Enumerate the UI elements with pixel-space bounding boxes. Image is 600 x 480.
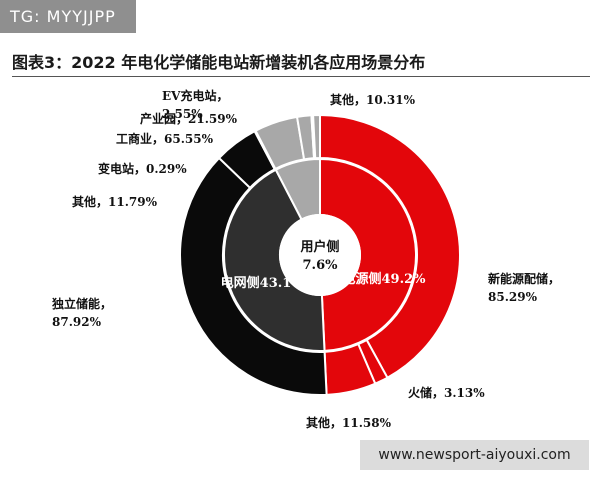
watermark-badge: TG: MYYJJPP [0, 0, 136, 33]
center-value: 7.6% [303, 258, 339, 273]
outer-label: 变电站，0.29% [98, 161, 187, 176]
center-label: 用户侧 [299, 239, 339, 255]
chart-title: 图表3：2022 年电化学储能电站新增装机各应用场景分布 [12, 53, 426, 72]
outer-label: 其他，11.79% [72, 194, 158, 209]
outer-label: 火储，3.13% [408, 385, 485, 400]
outer-slice [179, 156, 328, 396]
outer-label: 其他，10.31% [330, 92, 416, 107]
title-divider [12, 76, 590, 77]
outer-label: 其他，11.58% [306, 415, 392, 430]
inner-label-grid-side: 电网侧43.1 [221, 275, 292, 291]
center-hole [279, 214, 361, 296]
outer-label: 新能源配储， 85.29% [488, 271, 560, 304]
outer-label: EV充电站， 2.55% [162, 88, 228, 121]
url-banner: www.newsport-aiyouxi.com [360, 440, 589, 470]
outer-label: 工商业，65.55% [116, 131, 214, 146]
outer-label: 产业园，21.59% [140, 111, 238, 126]
outer-slice [312, 113, 321, 160]
outer-label: 独立储能， 87.92% [51, 296, 112, 329]
outer-slice [319, 113, 461, 380]
inner-label-power-side: 电源侧49.2% [342, 271, 426, 287]
